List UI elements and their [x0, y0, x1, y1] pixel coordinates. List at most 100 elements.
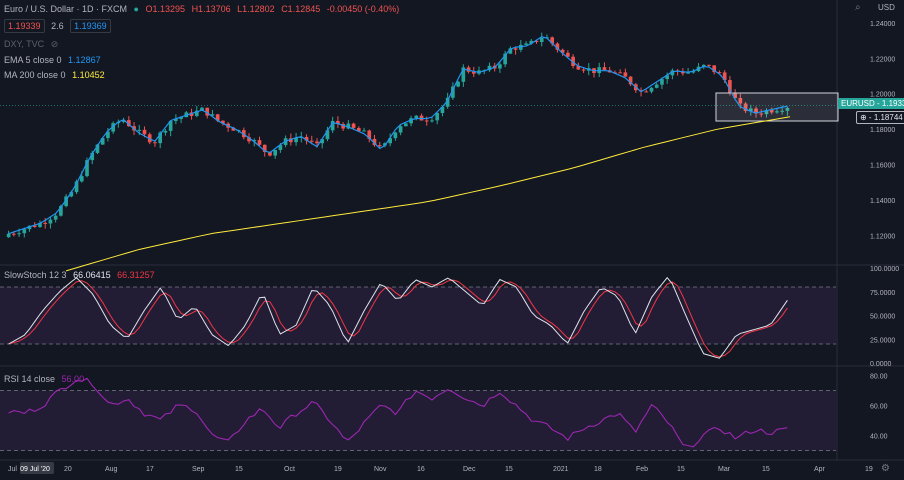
- candle-body: [717, 72, 722, 74]
- candle-body: [769, 110, 774, 113]
- candle-body: [315, 141, 319, 144]
- time-tick-label: Feb: [636, 466, 648, 473]
- candle-body: [205, 107, 210, 116]
- price-tick-label: 1.22000: [870, 56, 895, 63]
- ohlc-high: H1.13706: [191, 4, 231, 14]
- time-tick-label: Mar: [718, 466, 731, 473]
- time-tick-label: 15: [762, 466, 770, 473]
- candle-body: [414, 115, 419, 119]
- rsi-line: [8, 377, 788, 448]
- price-tag-value: 1.19339: [881, 99, 904, 108]
- candle-body: [126, 120, 131, 127]
- ohlc-open: O1.13295: [145, 4, 186, 14]
- candle-body: [17, 233, 21, 235]
- time-tick-label: Dec: [463, 466, 476, 473]
- candle-body: [6, 233, 11, 238]
- candle-body: [456, 81, 460, 87]
- compare-symbol[interactable]: DXY, TVC: [4, 39, 45, 49]
- stoch-d-value: 66.31257: [117, 270, 155, 280]
- candle-body: [179, 117, 183, 119]
- candle-body: [712, 65, 717, 73]
- candle-body: [356, 127, 361, 132]
- price-tick-label: 1.14000: [870, 198, 895, 205]
- candle-body: [351, 123, 356, 128]
- candle-body: [268, 151, 272, 156]
- candle-body: [48, 219, 53, 224]
- ma-price-tag: ⊕ - 1.18744: [856, 111, 904, 124]
- price-tick-label: 1.20000: [870, 92, 895, 99]
- candle-body: [247, 137, 251, 142]
- candle-body: [775, 111, 779, 113]
- candle-body: [722, 72, 727, 81]
- candle-body: [576, 65, 581, 70]
- candle-body: [367, 130, 372, 139]
- candle-body: [221, 120, 225, 124]
- crosshair-date-box: [20, 462, 54, 474]
- candle-body: [498, 64, 502, 69]
- time-tick-label: Sep: [192, 466, 205, 473]
- settings-gear-icon[interactable]: ⚙: [881, 463, 890, 474]
- candle-body: [189, 112, 194, 116]
- candle-body: [518, 44, 523, 50]
- candle-body: [623, 72, 628, 77]
- candle-body: [665, 75, 670, 80]
- rsi-label: RSI 14 close: [4, 374, 56, 384]
- rsi-legend[interactable]: RSI 14 close 56.00: [4, 373, 88, 385]
- candle-body: [513, 48, 518, 50]
- stoch-tick-label: 100.0000: [870, 266, 899, 273]
- symbol-title[interactable]: Euro / U.S. Dollar · 1D · FXCM: [4, 4, 128, 14]
- time-tick-label: 20: [64, 466, 72, 473]
- candle-body: [278, 145, 283, 151]
- candle-body: [210, 114, 215, 116]
- stoch-tick-label: 75.0000: [870, 290, 895, 297]
- search-icon[interactable]: ⌕: [855, 2, 861, 13]
- candle-body: [487, 65, 492, 71]
- price-tick-label: 1.16000: [870, 163, 895, 170]
- price-tick-label: 1.18000: [870, 127, 895, 134]
- candle-body: [748, 108, 753, 112]
- candle-body: [174, 118, 178, 121]
- time-tick-label: Aug: [105, 466, 118, 473]
- candle-body: [252, 140, 257, 142]
- candle-body: [686, 72, 690, 74]
- ohlc-close: C1.12845: [281, 4, 321, 14]
- ema-label: EMA 5 close 0: [4, 55, 62, 65]
- time-tick-label: 2021: [553, 466, 569, 473]
- ask-button[interactable]: 1.19369: [70, 19, 111, 33]
- currency-label: USD: [878, 3, 895, 12]
- candle-body: [309, 140, 314, 142]
- candle-body: [85, 160, 89, 177]
- bid-button[interactable]: 1.19339: [4, 19, 45, 33]
- candle-body: [241, 130, 246, 138]
- rsi-tick-label: 60.00: [870, 404, 888, 411]
- ma-tag-value: 1.18744: [873, 113, 903, 122]
- candle-body: [508, 48, 513, 54]
- stoch-tick-label: 0.0000: [870, 361, 892, 368]
- candle-body: [681, 71, 685, 74]
- candle-body: [294, 137, 298, 143]
- stoch-d-line: [8, 279, 788, 358]
- ema-legend[interactable]: EMA 5 close 0 1.12867: [4, 54, 105, 66]
- hidden-eye-icon[interactable]: ⊘: [50, 39, 59, 49]
- candle-body: [341, 124, 345, 129]
- candle-body: [231, 127, 236, 131]
- candle-body: [409, 118, 413, 124]
- candle-body: [398, 126, 403, 133]
- ma-legend[interactable]: MA 200 close 0 1.10452: [4, 69, 109, 81]
- candle-body: [471, 71, 476, 74]
- candle-body: [550, 37, 555, 44]
- candle-body: [32, 225, 37, 227]
- candle-body: [743, 103, 748, 112]
- candle-body: [440, 106, 445, 113]
- time-tick-label: 15: [505, 466, 513, 473]
- candle-body: [90, 152, 95, 161]
- candle-body: [707, 64, 711, 66]
- candle-body: [701, 64, 706, 67]
- candle-body: [618, 72, 622, 74]
- candle-body: [738, 98, 743, 104]
- candle-body: [602, 67, 607, 71]
- stoch-legend[interactable]: SlowStoch 12 3 66.06415 66.31257: [4, 269, 159, 281]
- rsi-value: 56.00: [61, 374, 85, 384]
- candle-body: [257, 140, 262, 145]
